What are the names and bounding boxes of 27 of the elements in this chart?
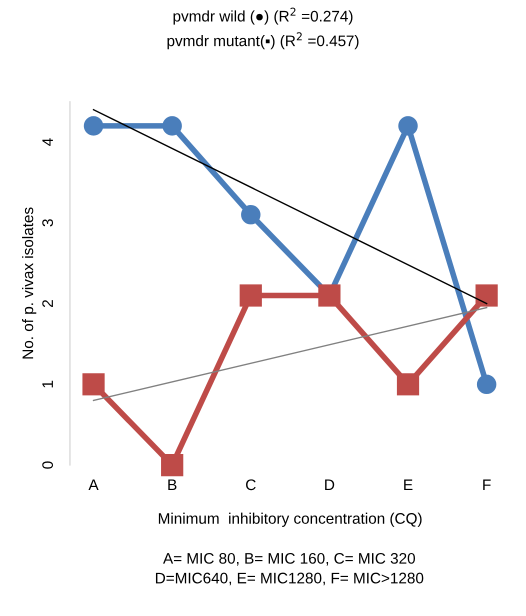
y-tick-label: 1: [42, 380, 53, 388]
y-tick-label: 2: [42, 300, 53, 308]
point: [161, 454, 184, 476]
point: [162, 116, 182, 136]
y-tick-label: 3: [42, 219, 54, 226]
x-axis-title: Minimum inhibitory concentration (CQ): [158, 512, 422, 527]
point: [240, 284, 262, 307]
point: [241, 204, 261, 224]
y-axis-title: No. of p. vivax isolates: [22, 207, 36, 359]
text: A= MIC 80, B= MIC 160, C= MIC 320: [163, 552, 416, 566]
point: [476, 374, 496, 394]
chart-subtitle: pvmdr mutant(▪) (R$^{2}$ =0.457): [168, 32, 359, 50]
x-tick-label: A: [88, 480, 99, 490]
point: [476, 284, 498, 307]
x-tick-label: B: [168, 480, 176, 490]
x-tick-label: E: [404, 480, 412, 490]
point: [82, 373, 105, 396]
y-tick-label: 4: [42, 138, 53, 146]
chart-title: pvmdr wild (●) (R$^{2}$ =0.274): [174, 8, 352, 25]
point: [396, 373, 420, 396]
x-tick-label: D: [325, 480, 334, 490]
text: D=MIC640, E= MIC1280, F= MIC>1280: [156, 572, 424, 586]
x-tick-label: F: [483, 480, 491, 490]
point: [398, 116, 418, 136]
point: [84, 116, 104, 136]
x-tick-label: C: [246, 479, 256, 490]
y-tick-label: 0: [42, 461, 54, 469]
